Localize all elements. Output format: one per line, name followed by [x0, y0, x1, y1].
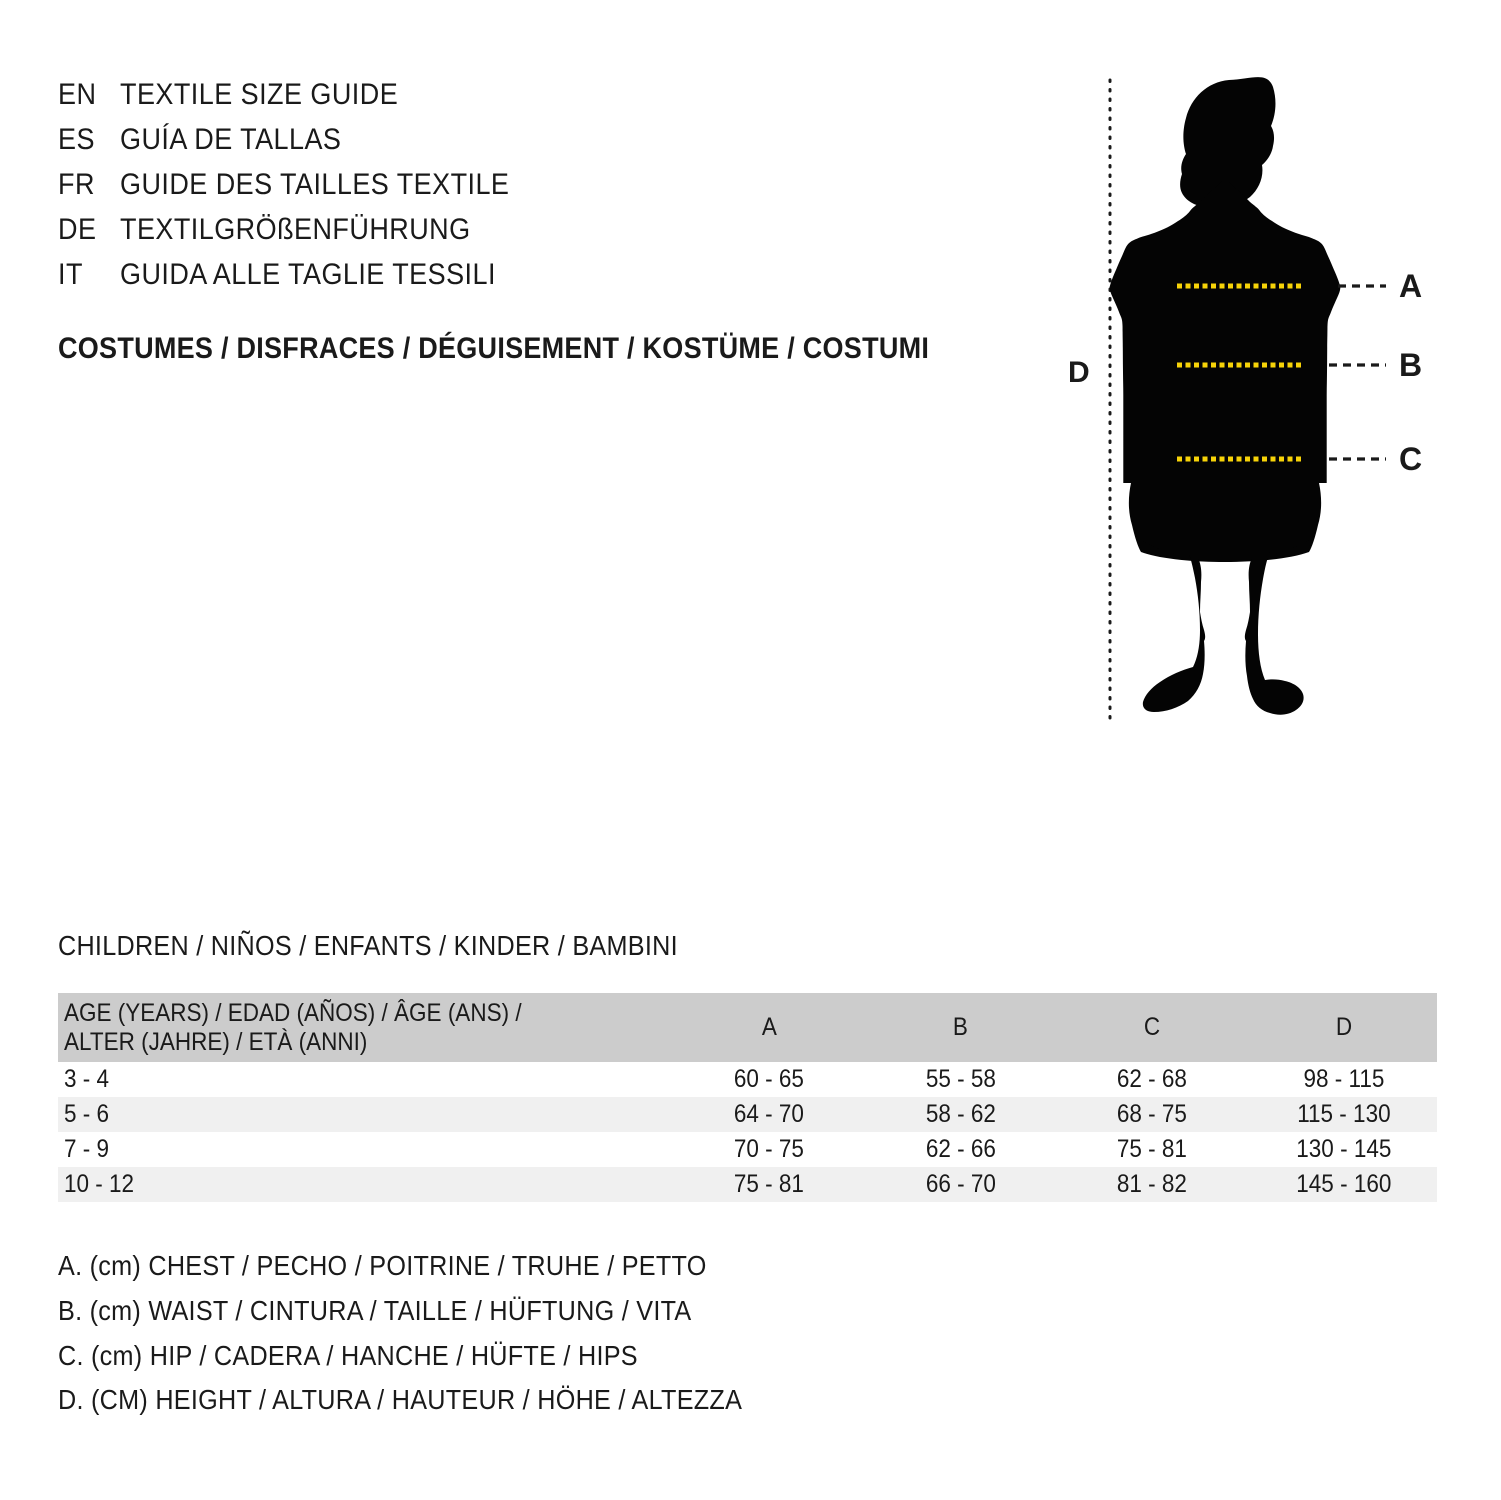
svg-text:A: A — [1399, 268, 1422, 304]
svg-text:C: C — [1399, 441, 1422, 477]
svg-text:B: B — [1399, 347, 1422, 383]
svg-text:D: D — [1068, 356, 1090, 389]
